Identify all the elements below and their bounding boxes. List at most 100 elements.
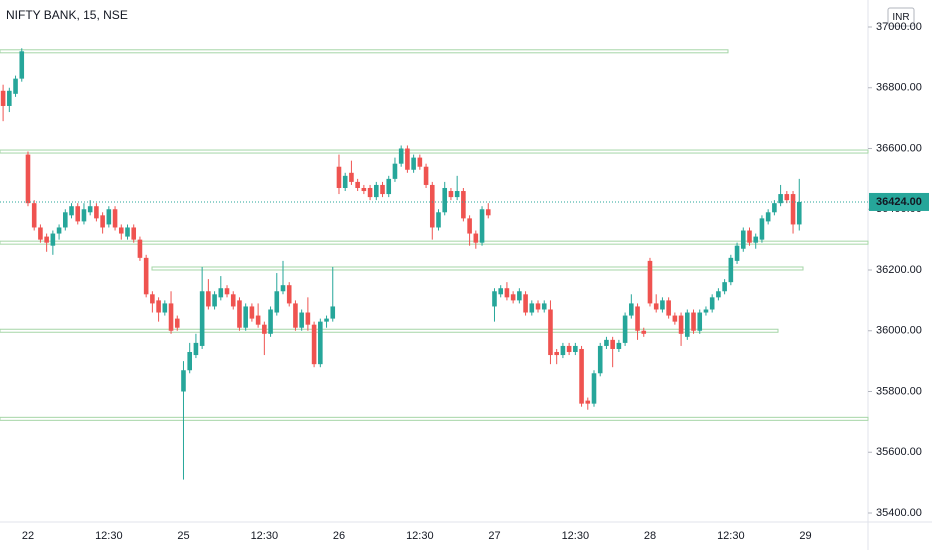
candle-body [274, 291, 280, 313]
candle-body [237, 300, 242, 328]
last-price-box [869, 192, 929, 211]
candle-body [492, 291, 497, 307]
candle-body [467, 218, 472, 234]
candle-body [523, 294, 528, 313]
candle-body [56, 227, 62, 234]
candle-body [759, 218, 765, 240]
x-tick-label: 12:30 [562, 530, 590, 542]
candle-body [87, 206, 93, 213]
candle-body [156, 300, 161, 313]
candle-body [641, 330, 647, 334]
candle-body [206, 291, 211, 307]
y-tick-label: 36000.00 [876, 325, 922, 337]
candle-body [672, 315, 678, 322]
level-line [0, 240, 869, 245]
candle-body [479, 209, 485, 243]
x-tick-label: 28 [644, 530, 656, 542]
candle-body [716, 291, 721, 298]
candle-body [429, 184, 435, 228]
candle-body [305, 312, 311, 325]
candle-body [243, 306, 248, 328]
candle-body [573, 345, 578, 353]
candle-body [461, 191, 466, 219]
candle-body [604, 339, 609, 346]
candle-body [262, 324, 267, 334]
candle-body [50, 233, 56, 246]
y-tick-label: 36600.00 [876, 142, 922, 154]
candle-body [367, 187, 373, 198]
candle-body [25, 154, 31, 204]
candle-body [349, 172, 354, 182]
candle-body [311, 324, 317, 365]
x-tick-label: 12:30 [406, 530, 434, 542]
candle-body [448, 191, 454, 198]
candle-body [703, 309, 709, 313]
candle-body [423, 166, 429, 185]
candle-body [616, 342, 622, 349]
y-tick-label: 35800.00 [876, 385, 922, 397]
candle-body [386, 178, 392, 195]
candle-body [666, 300, 671, 316]
candle-body [709, 297, 715, 310]
candle-body [585, 400, 591, 404]
candle-body [722, 282, 727, 292]
candle-body [100, 215, 105, 228]
level-line [151, 266, 804, 271]
candle-body [765, 212, 771, 222]
plot-area [0, 48, 869, 480]
candle-body [554, 352, 559, 356]
level-line [0, 416, 869, 421]
candle-body [579, 348, 584, 404]
candle-body [629, 303, 634, 316]
level-line [0, 149, 869, 154]
candle-body [75, 206, 81, 222]
candle-body [597, 345, 603, 374]
candle-body [685, 312, 690, 337]
candle-body [94, 206, 99, 219]
candle-body [560, 345, 566, 356]
candle-body [174, 318, 180, 328]
candle-body [218, 288, 224, 298]
candle-body [324, 318, 329, 322]
candle-body [249, 306, 255, 319]
candle-body [38, 227, 43, 240]
candle-body [436, 212, 441, 228]
candle-body [224, 288, 230, 295]
candle-body [106, 209, 112, 225]
candle-body [280, 285, 286, 292]
candle-body [691, 312, 696, 331]
candle-body [591, 373, 597, 404]
candle-body [498, 288, 503, 295]
candle-body [796, 201, 802, 225]
candle-body [398, 148, 404, 164]
candle-body [125, 227, 130, 237]
candle-body [790, 194, 796, 225]
candle-body [504, 288, 510, 298]
candle-body [740, 230, 746, 249]
candle-body [199, 291, 205, 346]
candle-body [255, 315, 261, 325]
y-tick-label: 35400.00 [876, 507, 922, 519]
level-line [0, 49, 729, 54]
candle-body [7, 90, 12, 106]
candle-body [374, 184, 379, 198]
candle-body [187, 352, 192, 371]
candle-body [647, 260, 653, 304]
candle-body [19, 51, 25, 79]
candle-body [653, 303, 659, 310]
candle-body [286, 285, 292, 304]
x-tick-label: 25 [177, 530, 189, 542]
candle-body [299, 312, 304, 328]
candle-body [118, 227, 124, 234]
candle-body [635, 306, 640, 331]
candle-body [734, 245, 740, 261]
candle-body [31, 203, 37, 228]
candle-body [485, 209, 491, 216]
x-tick-label: 12:30 [251, 530, 279, 542]
candle-body [678, 315, 684, 334]
candle-body [150, 294, 155, 304]
candle-body [622, 315, 628, 343]
candle-body [112, 209, 118, 228]
currency-badge [887, 7, 915, 27]
